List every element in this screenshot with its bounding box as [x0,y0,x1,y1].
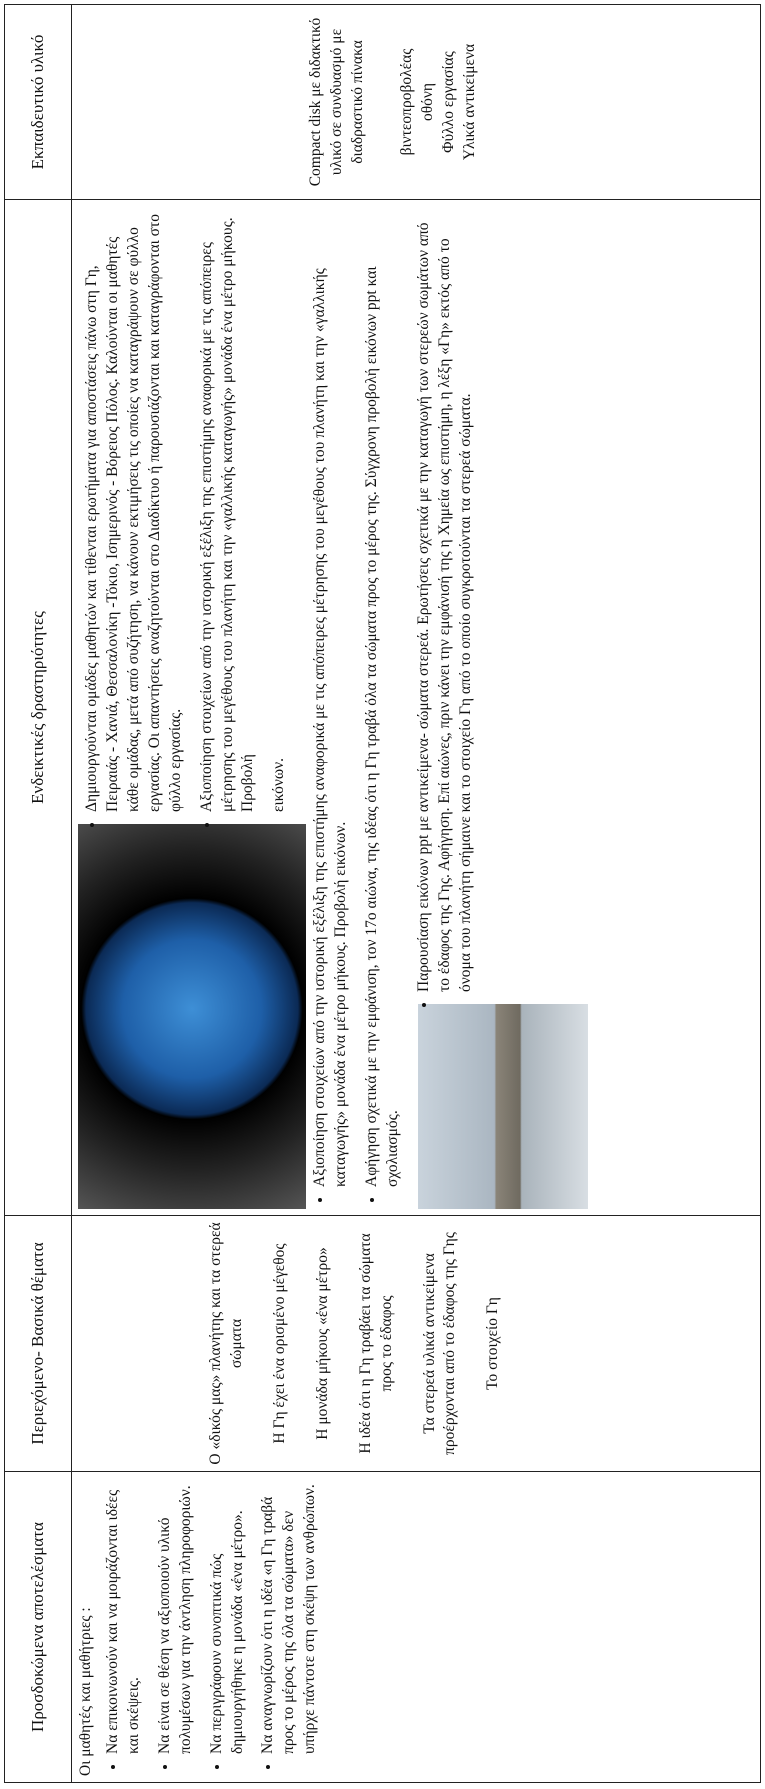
topic: Η ιδέα ότι η Γη τραβάει τα σώματα προς τ… [356,1233,395,1454]
topics-cell: Ο «δικός μας» πλανήτης και τα στερεά σώμ… [71,1215,761,1472]
material: Φύλλο εργασίας [439,51,457,153]
material: Compact disk με διδακτικό υλικό σε συνδυ… [307,17,366,187]
topic: Η μονάδα μήκους «ένα μέτρο» [313,1247,331,1440]
activities-cell: Δημιουργούνται ομάδες μαθητών και τίθεντ… [71,199,761,1216]
header-row: Προσδοκώμενα αποτελέσματα Περιεχόμενο- Β… [4,4,72,1783]
results-list: Να επικοινωνούν και να μοιράζονται ιδέες… [103,1478,321,1776]
activity-item: Αξιοποίηση στοιχείων από την ιστορική εξ… [310,206,352,1187]
material: οθόνη [418,82,436,122]
results-intro: Οι μαθητές και μαθήτριες : [77,1607,94,1776]
lesson-table: Προσδοκώμενα αποτελέσματα Περιεχόμενο- Β… [4,4,761,1783]
materials-cell: Compact disk με διδακτικό υλικό σε συνδυ… [71,4,761,200]
result-item: Να επικοινωνούν και να μοιράζονται ιδέες… [103,1478,145,1754]
stones-image [417,1004,588,1209]
activity-item: Αφήγηση σχετικά με την εμφάνιση, τον 17ο… [362,206,404,1187]
earth-image [78,824,306,1209]
image-caption: εικόνων. [270,758,288,812]
material: Υλικά αντικείμενα [460,43,478,161]
header-cell: Ενδεικτικές δραστηριότητες [4,199,72,1216]
header-cell: Εκπαιδευτικό υλικό [4,4,72,200]
topic: Το στοιχείο Γη [484,1297,502,1390]
header-cell: Περιεχόμενο- Βασικά θέματα [4,1215,72,1472]
result-item: Να είναι σε θέση να αξιοποιούν υλικό πολ… [155,1478,197,1754]
topic: Η Γη έχει ένα ορισμένο μέγεθος [270,1243,288,1444]
header-cell: Προσδοκώμενα αποτελέσματα [4,1471,72,1783]
activities-list: Αξιοποίηση στοιχείων από την ιστορική εξ… [310,206,404,1209]
result-item: Να περιγράφουν συνοπτικά πώς δημιουργήθη… [207,1478,249,1754]
topic: Τα στερεά υλικά αντικείμενα προέρχονται … [420,1232,459,1455]
topic: Ο «δικός μας» πλανήτης και τα στερεά σώμ… [207,1222,245,1465]
result-item: Να αναγνωρίζουν ότι η ιδέα «η Γη τραβά π… [258,1478,321,1754]
results-cell: Οι μαθητές και μαθήτριες : Να επικοινωνο… [71,1471,761,1783]
body-row: Οι μαθητές και μαθήτριες : Να επικοινωνο… [71,4,761,1783]
material: βιντεοπροβολέας [397,48,415,156]
